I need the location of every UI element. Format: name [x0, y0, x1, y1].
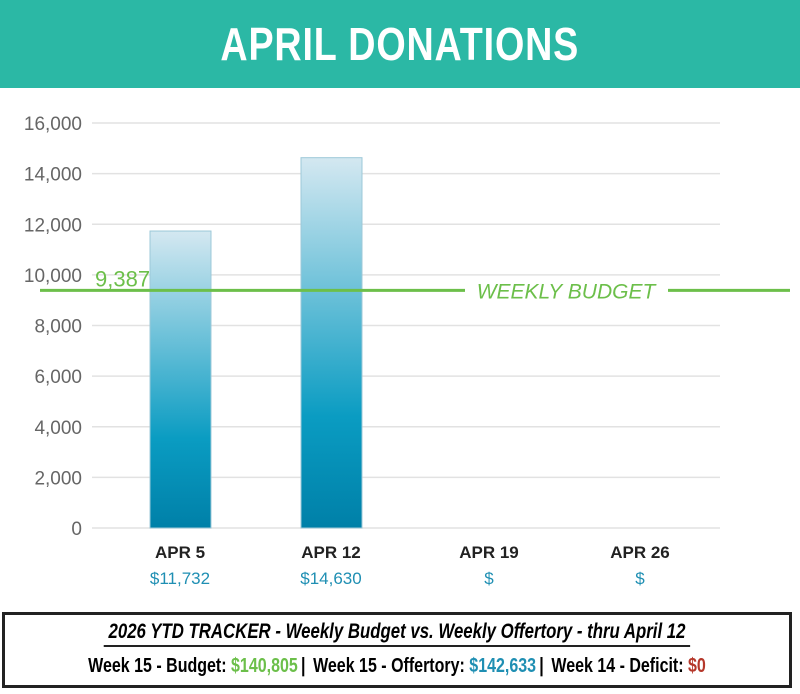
- x-tick-label: APR 5: [155, 543, 205, 562]
- value-label: $: [635, 569, 645, 588]
- header-banner: APRIL DONATIONS: [0, 0, 800, 88]
- offertory-label: Week 15 - Offertory:: [313, 655, 465, 677]
- bar: [149, 230, 212, 529]
- y-tick-label: 16,000: [24, 114, 82, 135]
- x-tick-label: APR 26: [610, 543, 670, 562]
- y-tick-label: 10,000: [24, 266, 82, 287]
- value-label: $14,630: [300, 569, 361, 588]
- tracker-summary: Week 15 - Budget: $140,805 | Week 15 - Of…: [88, 653, 706, 679]
- divider: |: [300, 655, 306, 677]
- x-tick-label: APR 19: [459, 543, 519, 562]
- y-tick-label: 0: [71, 519, 82, 540]
- budget-value-label: 9,387: [95, 266, 150, 291]
- bar: [300, 157, 363, 529]
- offertory-value: $142,633: [469, 655, 537, 677]
- y-tick-label: 4,000: [34, 418, 82, 439]
- y-tick-label: 14,000: [24, 165, 82, 186]
- y-tick-label: 2,000: [34, 468, 82, 489]
- x-tick-label: APR 12: [301, 543, 361, 562]
- ytd-tracker: 2026 YTD TRACKER - Weekly Budget vs. Wee…: [2, 612, 792, 688]
- y-tick-label: 6,000: [34, 367, 82, 388]
- budget-line-label: WEEKLY BUDGET: [477, 280, 658, 303]
- divider: |: [539, 655, 544, 677]
- deficit-value: $0: [688, 655, 706, 677]
- budget-value: $140,805: [231, 655, 298, 677]
- budget-label: Week 15 - Budget:: [88, 655, 227, 677]
- value-label: $11,732: [150, 569, 210, 588]
- tracker-title: 2026 YTD TRACKER - Weekly Budget vs. Wee…: [103, 619, 691, 647]
- value-label: $: [484, 569, 494, 588]
- bar-chart: 0 2,000 4,000 6,000 8,000 10,000 12,000 14,000 1…: [24, 114, 790, 588]
- deficit-label: Week 14 - Deficit:: [551, 655, 684, 677]
- page-title: APRIL DONATIONS: [220, 18, 580, 70]
- y-tick-label: 12,000: [24, 215, 82, 236]
- y-tick-label: 8,000: [34, 317, 82, 338]
